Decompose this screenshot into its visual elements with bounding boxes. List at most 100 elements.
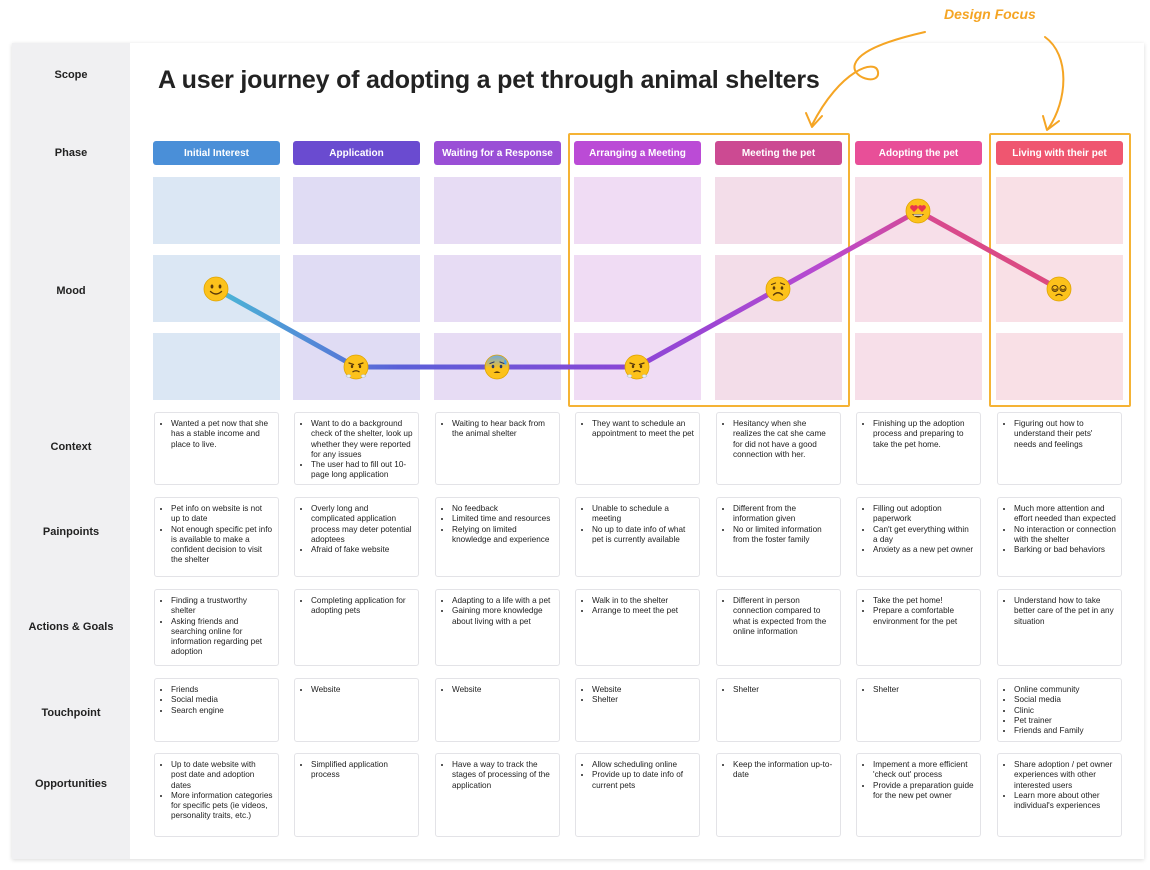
touchpoint-item: Clinic <box>1014 706 1116 716</box>
context-item: The user had to fill out 10-page long ap… <box>311 460 413 481</box>
painpoints-card: Overly long and complicated application … <box>294 497 419 577</box>
opportunities-item: Impement a more efficient 'check out' pr… <box>873 760 975 781</box>
phase-pill-1: Initial Interest <box>153 141 280 165</box>
phase-pill-4: Arranging a Meeting <box>574 141 701 165</box>
context-card: Wanted a pet now that she has a stable i… <box>154 412 279 485</box>
row-label-touchpoint: Touchpoint <box>41 707 101 719</box>
painpoints-item: Not enough specific pet info is availabl… <box>171 525 273 566</box>
touchpoint-item: Shelter <box>733 685 835 695</box>
mood-line <box>213 208 1062 370</box>
context-item: Wanted a pet now that she has a stable i… <box>171 419 273 450</box>
actions-item: Understand how to take better care of th… <box>1014 596 1116 627</box>
design-focus-arrow-left <box>811 31 926 126</box>
actions-card: Walk in to the shelterArrange to meet th… <box>575 589 700 666</box>
touchpoint-card: FriendsSocial mediaSearch engine <box>154 678 279 742</box>
touchpoint-card: Website <box>294 678 419 742</box>
opportunities-item: Learn more about other individual's expe… <box>1014 791 1116 812</box>
row-label-context: Context <box>50 441 92 453</box>
mood-cell <box>996 333 1123 400</box>
actions-item: Finding a trustworthy shelter <box>171 596 273 617</box>
touchpoint-item: Website <box>452 685 554 695</box>
painpoints-item: Can't get everything within a day <box>873 525 975 546</box>
row-label-actions-goals: Actions & Goals <box>28 621 114 633</box>
opportunities-item: Keep the information up-to-date <box>733 760 835 781</box>
context-item: Want to do a background check of the she… <box>311 419 413 460</box>
row-label-phase: Phase <box>54 147 88 159</box>
dizzy-face-icon <box>1046 276 1072 302</box>
phase-pill-2: Application <box>293 141 420 165</box>
anxious-face-with-sweat-icon <box>484 354 510 380</box>
slightly-smiling-face-icon <box>203 276 229 302</box>
mood-cell <box>574 255 701 322</box>
context-card: Figuring out how to understand their pet… <box>997 412 1122 485</box>
touchpoint-item: Online community <box>1014 685 1116 695</box>
painpoints-item: Unable to schedule a meeting <box>592 504 694 525</box>
painpoints-item: Afraid of fake website <box>311 545 413 555</box>
painpoints-item: No or limited information from the foste… <box>733 525 835 546</box>
painpoints-item: Different from the information given <box>733 504 835 525</box>
opportunities-card: Keep the information up-to-date <box>716 753 841 837</box>
design-focus-arrow-right-head <box>1042 115 1060 131</box>
context-card: Want to do a background check of the she… <box>294 412 419 485</box>
phase-pill-3: Waiting for a Response <box>434 141 561 165</box>
opportunities-item: Allow scheduling online <box>592 760 694 770</box>
opportunities-card: Impement a more efficient 'check out' pr… <box>856 753 981 837</box>
painpoints-card: No feedbackLimited time and resourcesRel… <box>435 497 560 577</box>
touchpoint-item: Search engine <box>171 706 273 716</box>
painpoints-item: Anxiety as a new pet owner <box>873 545 975 555</box>
touchpoint-item: Website <box>592 685 694 695</box>
context-card: They want to schedule an appointment to … <box>575 412 700 485</box>
actions-item: Completing application for adopting pets <box>311 596 413 617</box>
heart-eyes-face-icon <box>905 198 931 224</box>
design-focus-arrow-left-head <box>805 112 823 128</box>
actions-item: Adapting to a life with a pet <box>452 596 554 606</box>
opportunities-item: Share adoption / pet owner experiences w… <box>1014 760 1116 791</box>
painpoints-card: Unable to schedule a meetingNo up to dat… <box>575 497 700 577</box>
design-focus-box-living <box>989 133 1131 407</box>
opportunities-card: Allow scheduling onlineProvide up to dat… <box>575 753 700 837</box>
context-item: Waiting to hear back from the animal she… <box>452 419 554 440</box>
touchpoint-card: Website <box>435 678 560 742</box>
actions-card: Completing application for adopting pets <box>294 589 419 666</box>
mood-cell <box>574 177 701 244</box>
mood-cell <box>153 177 280 244</box>
actions-card: Finding a trustworthy shelterAsking frie… <box>154 589 279 666</box>
opportunities-item: Have a way to track the stages of proces… <box>452 760 554 791</box>
painpoints-card: Pet info on website is not up to dateNot… <box>154 497 279 577</box>
mood-cell <box>715 333 842 400</box>
touchpoint-item: Shelter <box>592 695 694 705</box>
mood-cell <box>996 177 1123 244</box>
actions-card: Different in person connection compared … <box>716 589 841 666</box>
mood-cell <box>293 177 420 244</box>
painpoints-card: Filling out adoption paperworkCan't get … <box>856 497 981 577</box>
context-item: They want to schedule an appointment to … <box>592 419 694 440</box>
touchpoint-card: Online communitySocial mediaClinicPet tr… <box>997 678 1122 742</box>
row-label-painpoints: Painpoints <box>42 526 100 538</box>
mood-cell <box>293 255 420 322</box>
opportunities-item: Simplified application process <box>311 760 413 781</box>
actions-item: Gaining more knowledge about living with… <box>452 606 554 627</box>
phase-pill-7: Living with their pet <box>996 141 1123 165</box>
design-focus-arrow-right <box>1044 36 1065 130</box>
touchpoint-card: Shelter <box>716 678 841 742</box>
row-label-mood: Mood <box>56 285 86 297</box>
face-with-steam-icon <box>343 354 369 380</box>
painpoints-item: Much more attention and effort needed th… <box>1014 504 1116 525</box>
actions-item: Arrange to meet the pet <box>592 606 694 616</box>
painpoints-card: Much more attention and effort needed th… <box>997 497 1122 577</box>
context-item: Hesitancy when she realizes the cat she … <box>733 419 835 460</box>
context-card: Waiting to hear back from the animal she… <box>435 412 560 485</box>
actions-item: Take the pet home! <box>873 596 975 606</box>
opportunities-item: More information categories for specific… <box>171 791 273 822</box>
touchpoint-item: Friends and Family <box>1014 726 1116 736</box>
painpoints-item: Limited time and resources <box>452 514 554 524</box>
painpoints-card: Different from the information givenNo o… <box>716 497 841 577</box>
painpoints-item: No feedback <box>452 504 554 514</box>
opportunities-card: Up to date website with post date and ad… <box>154 753 279 837</box>
opportunities-card: Simplified application process <box>294 753 419 837</box>
painpoints-item: Barking or bad behaviors <box>1014 545 1116 555</box>
face-with-steam-icon <box>624 354 650 380</box>
mood-cell <box>434 177 561 244</box>
